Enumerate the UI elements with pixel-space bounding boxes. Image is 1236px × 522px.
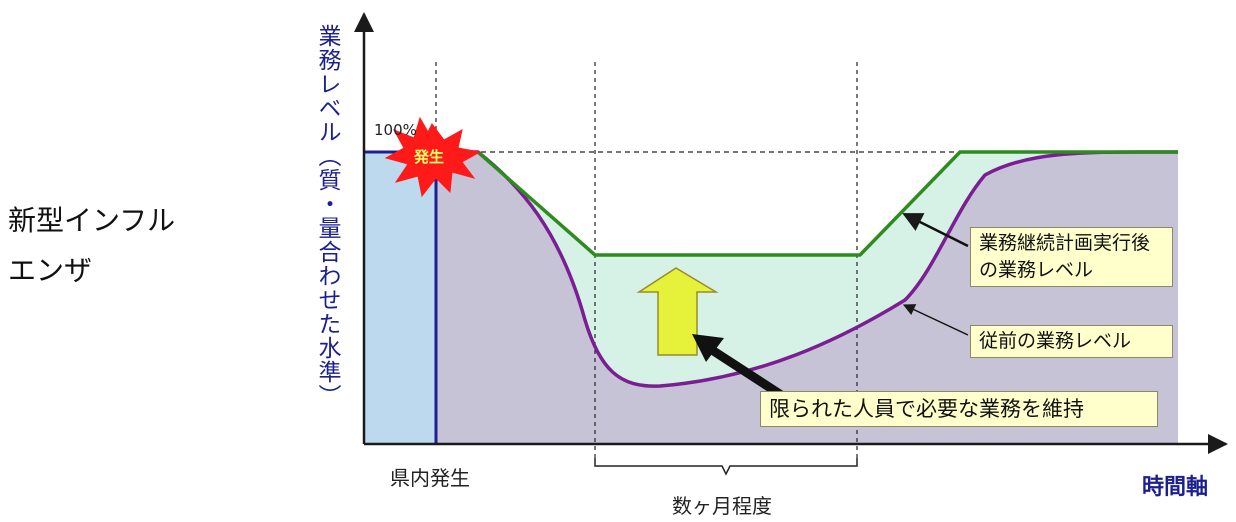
- previous-level-area: [436, 151, 1178, 444]
- burst-label: 発生: [414, 148, 445, 166]
- up-arrow-icon: [636, 267, 719, 356]
- previous-level-line: [436, 150, 1179, 388]
- onset-label: 県内発生: [390, 466, 470, 490]
- bcp-callout-pointer: [902, 212, 969, 248]
- callout-maintain: 限られた人員で必要な業務を維持: [760, 391, 1158, 427]
- bcp-level-line: [476, 150, 1178, 257]
- level-100-label: 100%: [374, 121, 417, 139]
- baseline-area: [364, 152, 436, 444]
- left-title-line-2: エンザ: [8, 254, 93, 287]
- bcp-improvement-area: [478, 151, 1178, 387]
- duration-label: 数ヶ月程度: [672, 494, 772, 518]
- y-axis-label: 業務レベル（質・量合わせた水準）: [314, 24, 340, 408]
- explosion-burst-icon: [384, 116, 482, 198]
- x-axis-label: 時間軸: [1142, 475, 1209, 500]
- callout-previous-level: 従前の業務レベル: [970, 325, 1173, 358]
- callout-bcp-level: 業務継続計画実行後の業務レベル: [970, 227, 1173, 287]
- previous-callout-pointer: [902, 304, 969, 336]
- left-title-line-1: 新型インフル: [8, 204, 176, 237]
- duration-bracket: [594, 458, 858, 476]
- left-title: 新型インフル エンザ: [8, 196, 218, 296]
